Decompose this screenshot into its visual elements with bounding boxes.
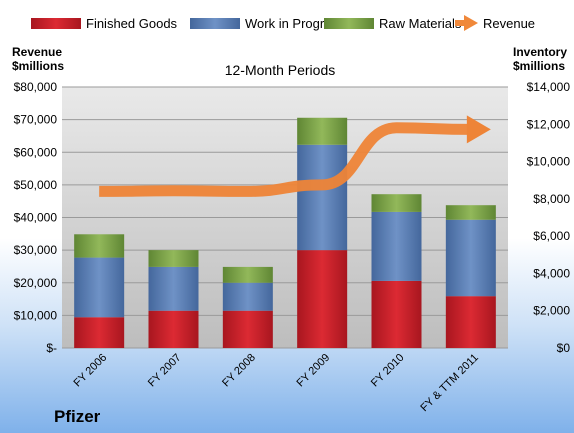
right-tick-label: $8,000 xyxy=(533,192,570,206)
bar-finished-goods xyxy=(371,280,422,348)
bar-raw-materials xyxy=(371,194,422,212)
legend-swatch-revenue xyxy=(455,15,478,31)
bar-work-in-progress xyxy=(222,282,273,311)
legend-swatch-raw-materials xyxy=(324,18,374,29)
right-axis-ticks: $0 $2,000 $4,000 $6,000 $8,000 $10,000 $12,000… xyxy=(527,80,571,355)
bar-finished-goods xyxy=(297,250,348,348)
right-tick-label: $12,000 xyxy=(527,117,571,131)
right-tick-label: $0 xyxy=(557,341,571,355)
revenue-arrow-head xyxy=(466,115,491,144)
left-tick-label: $50,000 xyxy=(14,178,58,192)
left-axis-title-line1: Revenue xyxy=(12,45,62,59)
bars xyxy=(74,117,496,348)
bar-work-in-progress xyxy=(445,219,496,297)
revenue-line-path xyxy=(99,122,471,197)
legend-label-raw-materials: Raw Materials xyxy=(379,16,462,31)
bar-work-in-progress xyxy=(371,211,422,281)
right-axis-title-line1: Inventory xyxy=(513,45,567,59)
chart-title: 12-Month Periods xyxy=(225,62,336,78)
right-tick-label: $2,000 xyxy=(533,304,570,318)
left-axis-ticks: $- $10,000 $20,000 $30,000 $40,000 $50,000 $60… xyxy=(14,80,58,355)
left-tick-label: $70,000 xyxy=(14,113,58,127)
right-tick-label: $14,000 xyxy=(527,80,571,94)
bar-finished-goods xyxy=(222,310,273,348)
x-tick-label: FY 2008 xyxy=(220,352,258,390)
left-tick-label: $10,000 xyxy=(14,308,58,322)
legend-swatch-finished-goods xyxy=(31,18,81,29)
bar-raw-materials xyxy=(297,117,348,145)
bar-raw-materials xyxy=(222,266,273,283)
legend-label-revenue: Revenue xyxy=(483,16,535,31)
x-tick-label: FY & TTM 2011 xyxy=(418,352,481,415)
left-tick-label: $- xyxy=(46,341,57,355)
bar-work-in-progress xyxy=(74,257,125,318)
left-tick-label: $40,000 xyxy=(14,211,58,225)
legend: Finished Goods Work in Progress Raw Mate… xyxy=(31,15,535,31)
bar-finished-goods xyxy=(445,296,496,348)
left-tick-label: $20,000 xyxy=(14,276,58,290)
bar-finished-goods xyxy=(74,317,125,348)
left-tick-label: $30,000 xyxy=(14,243,58,257)
left-axis-title-line2: $millions xyxy=(12,59,64,73)
x-axis-ticks: FY 2006 FY 2007 FY 2008 FY 2009 FY 2010 FY & … xyxy=(72,352,481,415)
legend-label-finished-goods: Finished Goods xyxy=(86,16,178,31)
x-tick-label: FY 2006 xyxy=(72,352,110,390)
bar-raw-materials xyxy=(445,205,496,220)
left-tick-label: $60,000 xyxy=(14,145,58,159)
bar-work-in-progress xyxy=(148,266,199,311)
legend-swatch-work-in-progress xyxy=(190,18,240,29)
left-tick-label: $80,000 xyxy=(14,80,58,94)
bar-work-in-progress xyxy=(297,144,348,251)
right-tick-label: $4,000 xyxy=(533,266,570,280)
x-tick-label: FY 2009 xyxy=(295,352,333,390)
company-name: Pfizer xyxy=(54,407,101,426)
bar-finished-goods xyxy=(148,310,199,348)
legend-label-work-in-progress: Work in Progress xyxy=(245,16,345,31)
revenue-line xyxy=(99,115,491,197)
right-axis-title-line2: $millions xyxy=(513,59,565,73)
x-tick-label: FY 2010 xyxy=(369,352,407,390)
right-tick-label: $10,000 xyxy=(527,155,571,169)
bar-raw-materials xyxy=(74,234,125,258)
bar-raw-materials xyxy=(148,250,199,267)
right-tick-label: $6,000 xyxy=(533,229,570,243)
x-tick-label: FY 2007 xyxy=(146,352,184,390)
